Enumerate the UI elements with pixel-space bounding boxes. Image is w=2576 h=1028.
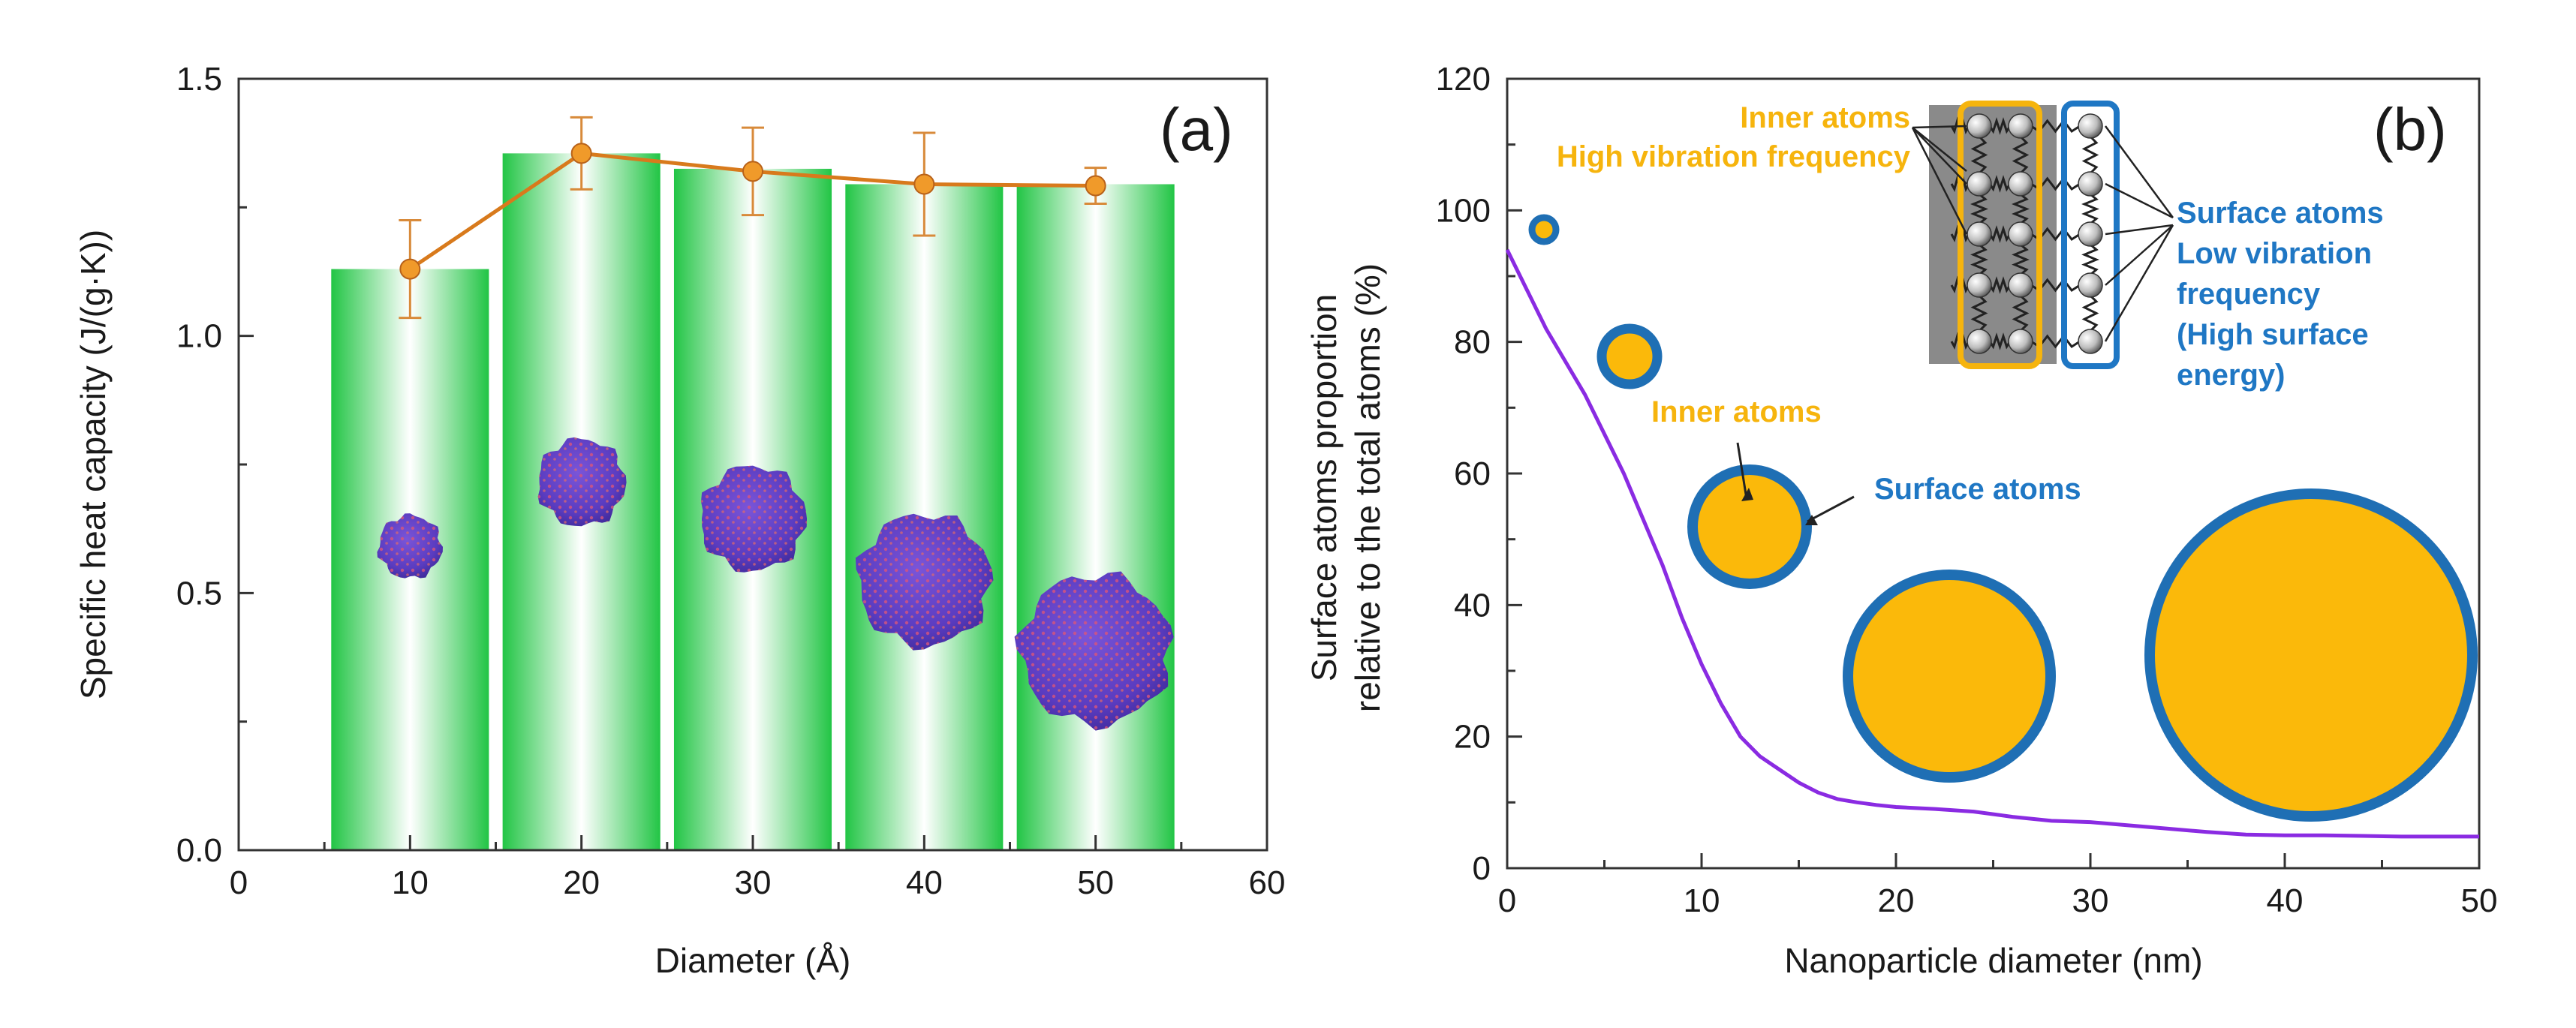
atom-icon — [1967, 272, 1992, 298]
bulk-region — [1929, 105, 2057, 364]
panel-a-xlabel: Diameter (Å) — [655, 941, 851, 980]
arrowhead-surface-atoms — [1805, 515, 1818, 525]
atom-icon — [1967, 329, 1992, 354]
atom-icon — [2078, 113, 2103, 139]
annotation-surface-atoms-mid: Surface atoms — [1874, 473, 2081, 506]
atom-icon — [2008, 113, 2033, 139]
b-xtick-label: 30 — [2072, 882, 2109, 919]
panel-a-label: (a) — [1160, 96, 1233, 163]
atom-icon — [1967, 171, 1992, 197]
atom-icon — [2008, 329, 2033, 354]
nanoparticle-image-20 — [537, 437, 627, 527]
panel-b-xlabel: Nanoparticle diameter (nm) — [1784, 941, 2202, 980]
b-ytick-label: 20 — [1454, 719, 1491, 756]
nanoparticle-small — [1596, 323, 1663, 389]
atom-icon — [1967, 113, 1992, 139]
point-40 — [913, 173, 935, 195]
atom-icon — [2008, 272, 2033, 298]
b-ytick-label: 60 — [1454, 455, 1491, 492]
annotation-inner-atoms-top: Inner atoms — [1740, 101, 1910, 134]
nanoparticle-image-50 — [1014, 571, 1174, 731]
panel-a-ylabel: Specific heat capacity (J/(g·K)) — [74, 230, 113, 699]
arrowhead-inner-atoms — [1741, 488, 1753, 501]
a-xtick-label: 0 — [230, 864, 248, 901]
annotation-surface-right-3: frequency — [2177, 278, 2321, 311]
b-xtick-label: 10 — [1684, 882, 1720, 919]
b-xtick-label: 20 — [1878, 882, 1915, 919]
annotation-inner-atoms-mid: Inner atoms — [1651, 395, 1822, 428]
annotation-high-vibration: High vibration frequency — [1557, 140, 1911, 173]
annotation-surface-right-1: Surface atoms — [2177, 197, 2384, 230]
a-xtick-label: 40 — [906, 864, 943, 901]
point-10 — [399, 258, 421, 280]
atom-icon — [2008, 171, 2033, 197]
b-ytick-label: 40 — [1454, 587, 1491, 624]
atom-icon — [2008, 221, 2033, 247]
annotation-surface-right-5: energy) — [2177, 359, 2286, 392]
surface-atoms-box — [2061, 101, 2120, 369]
annotation-surface-right-4: (High surface — [2177, 318, 2369, 351]
b-ytick-label: 100 — [1436, 192, 1491, 229]
panel-b-label: (b) — [2373, 96, 2447, 163]
point-20 — [570, 143, 592, 164]
atom-icon — [2078, 171, 2103, 197]
panel-a-chart: 0 10 20 30 40 50 60 0.0 0.5 1.0 1.5 (a) Diameter (… — [74, 61, 1285, 980]
atom-icon — [2078, 329, 2103, 354]
nanoparticle-image-40 — [855, 513, 994, 651]
a-xtick-label: 10 — [392, 864, 429, 901]
a-ytick-label: 1.0 — [176, 318, 222, 355]
bar-50 — [1016, 184, 1175, 850]
b-xtick-label: 50 — [2461, 882, 2498, 919]
a-xtick-label: 30 — [735, 864, 772, 901]
arrow-inner-atoms — [1736, 442, 1748, 500]
nanoparticle-xlarge — [2144, 488, 2478, 822]
atom-icon — [2078, 272, 2103, 298]
a-xtick-label: 60 — [1249, 864, 1286, 901]
point-50 — [1085, 175, 1106, 197]
bar-40 — [845, 184, 1004, 850]
nanoparticle-image-10 — [377, 513, 443, 579]
point-30 — [742, 161, 763, 182]
arrow-surface-atoms — [1807, 495, 1855, 523]
inner-atoms-box — [1958, 101, 2042, 369]
a-ytick-label: 1.5 — [176, 61, 222, 98]
b-ytick-label: 80 — [1454, 324, 1491, 361]
panel-b-chart: 0 10 20 30 40 50 0 20 40 60 80 100 120 Inner atoms H… — [1305, 61, 2497, 980]
nanoparticle-image-30 — [701, 465, 807, 573]
a-ytick-label: 0.5 — [176, 575, 222, 612]
nanoparticle-medium — [1687, 464, 1812, 589]
a-ytick-label: 0.0 — [176, 832, 222, 869]
nanoparticle-tiny — [1528, 214, 1560, 245]
b-ytick-label: 0 — [1473, 850, 1491, 887]
atom-icon — [1967, 221, 1992, 247]
panel-b-ylabel-line1: Surface atoms proportion — [1305, 294, 1344, 682]
a-xtick-label: 50 — [1077, 864, 1114, 901]
b-xtick-label: 0 — [1498, 882, 1516, 919]
a-xtick-label: 20 — [563, 864, 600, 901]
annotation-surface-right-2: Low vibration — [2177, 237, 2372, 270]
nanoparticle-large — [1843, 570, 2056, 783]
panel-b-ylabel-line2: relative to the total atoms (%) — [1348, 263, 1387, 712]
atom-icon — [2078, 221, 2103, 247]
atom-schematic — [1911, 101, 2174, 369]
b-xtick-label: 40 — [2267, 882, 2304, 919]
surface-ratio-curve — [1505, 248, 2479, 839]
b-ytick-label: 120 — [1436, 61, 1491, 98]
